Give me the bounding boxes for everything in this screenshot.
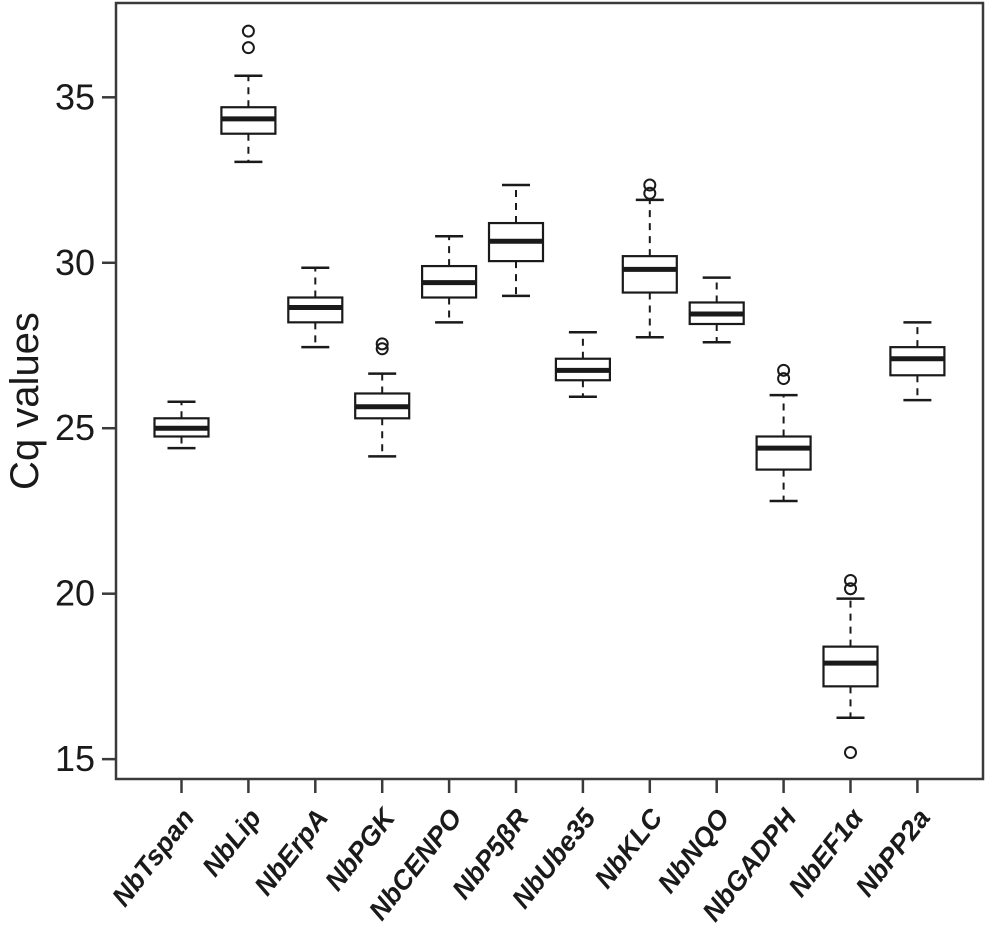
plot-frame xyxy=(114,1,985,781)
outlier-point xyxy=(844,582,857,596)
y-axis-label: Cq values xyxy=(3,312,47,490)
iqr-box xyxy=(755,435,812,471)
y-tick-label: 15 xyxy=(55,738,95,779)
y-tick-label: 20 xyxy=(55,573,95,614)
outlier-point xyxy=(241,41,255,55)
iqr-box xyxy=(822,645,879,688)
y-tick-label: 35 xyxy=(55,76,95,117)
outlier-point xyxy=(777,372,791,386)
y-tick-label: 30 xyxy=(55,242,95,283)
outlier-point xyxy=(375,342,389,356)
y-tick-label: 25 xyxy=(55,407,95,448)
outlier-point xyxy=(643,186,657,200)
outlier-point xyxy=(643,178,657,192)
outlier-point xyxy=(375,337,389,351)
outlier-point xyxy=(844,746,857,760)
outlier-point xyxy=(241,24,255,38)
outlier-point xyxy=(844,573,857,587)
iqr-box xyxy=(621,255,678,294)
outlier-point xyxy=(777,363,791,377)
